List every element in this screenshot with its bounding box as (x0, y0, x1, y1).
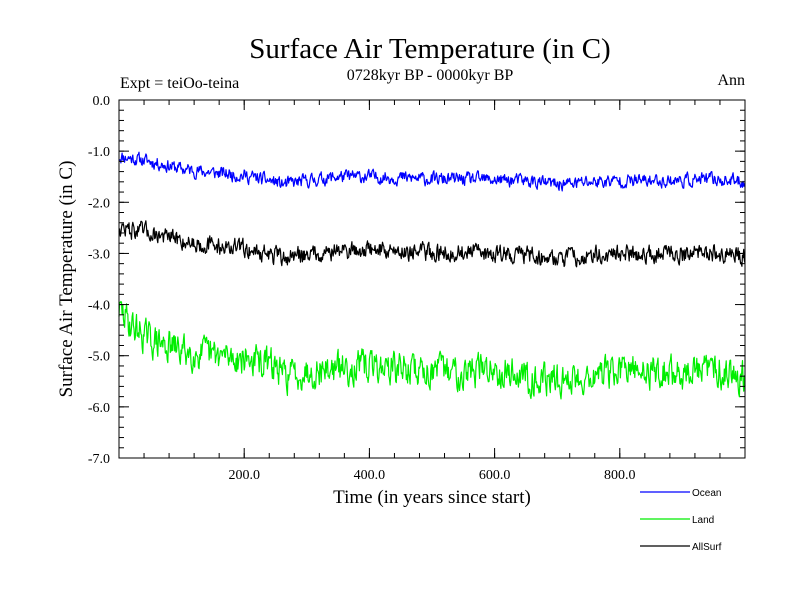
legend-label-land: Land (692, 515, 714, 526)
x-tick-label: 800.0 (604, 468, 636, 483)
experiment-label: Expt = teiOo-teina (120, 75, 239, 92)
chart-title: Surface Air Temperature (in C) (249, 33, 610, 65)
chart-subtitle: 0728kyr BP - 0000kyr BP (347, 67, 514, 84)
legend-label-allsurf: AllSurf (692, 542, 722, 553)
season-label: Ann (717, 72, 745, 89)
ticks-layer (118, 99, 746, 459)
y-tick-label: -6.0 (88, 401, 110, 416)
y-axis-label: Surface Air Temperature (in C) (56, 161, 77, 398)
x-tick-labels: 200.0 400.0 600.0 800.0 (228, 468, 635, 483)
x-tick-label: 200.0 (228, 468, 260, 483)
series-layer (118, 151, 746, 400)
y-tick-labels: 0.0 -1.0 -2.0 -3.0 -4.0 -5.0 -6.0 -7.0 (88, 94, 110, 467)
y-tick-label: -1.0 (88, 145, 110, 160)
y-tick-label: 0.0 (93, 94, 111, 109)
series-line-allsurf (118, 220, 746, 268)
x-axis-label: Time (in years since start) (333, 487, 531, 508)
plot-frame (118, 99, 746, 459)
series-line-land (118, 300, 746, 400)
y-tick-label: -7.0 (88, 452, 110, 467)
x-tick-label: 600.0 (479, 468, 511, 483)
series-line-ocean (118, 151, 746, 192)
y-tick-label: -3.0 (88, 247, 110, 262)
y-tick-label: -2.0 (88, 196, 110, 211)
legend: Ocean Land AllSurf (640, 488, 722, 553)
y-tick-label: -4.0 (88, 299, 110, 314)
x-tick-label: 400.0 (354, 468, 386, 483)
y-tick-label: -5.0 (88, 350, 110, 365)
legend-label-ocean: Ocean (692, 488, 721, 499)
